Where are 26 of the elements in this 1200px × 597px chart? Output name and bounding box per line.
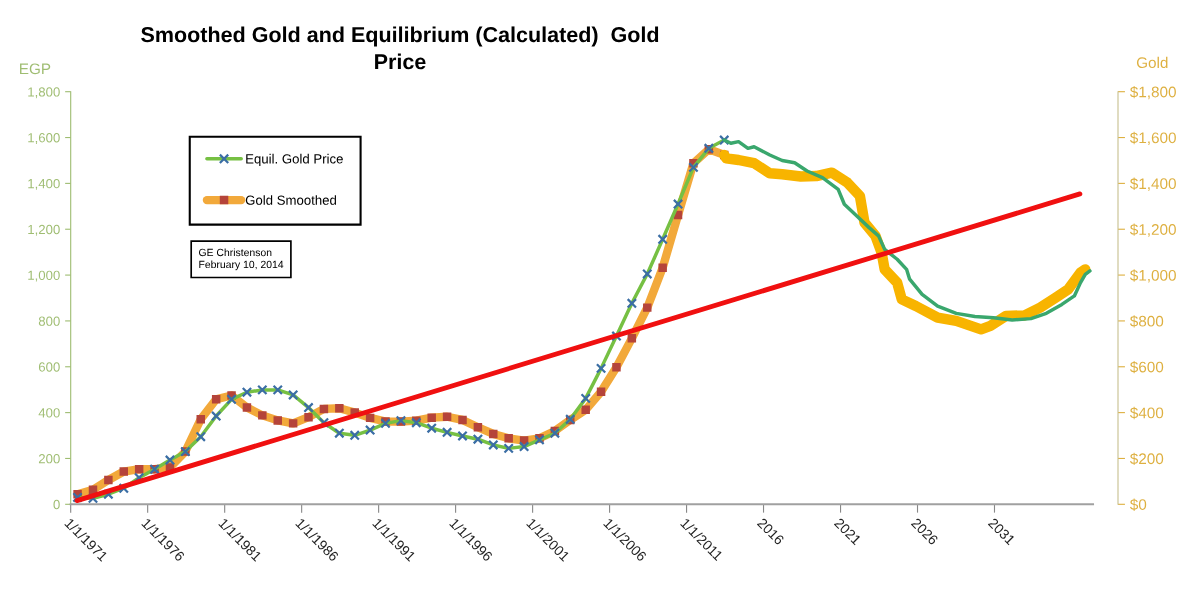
y2-tick-label: $600 <box>1129 360 1164 374</box>
y-tick-label: 600 <box>38 362 60 372</box>
y2-tick-label: $1,400 <box>1129 177 1176 191</box>
y2-tick-label: $1,600 <box>1129 131 1176 146</box>
y-tick-label: 800 <box>38 316 60 326</box>
annotation: GE Christenson February 10, 2014 <box>199 248 284 271</box>
y-tick-label: 1,800 <box>28 87 60 99</box>
y2-tick-label: $0 <box>1129 498 1147 511</box>
y-tick-label: 400 <box>38 408 60 418</box>
y2-tick-label: $1,800 <box>1129 85 1176 100</box>
y-tick-label: 1,000 <box>28 270 60 282</box>
y2-tick-label: $200 <box>1129 452 1164 466</box>
y2-tick-label: $1,200 <box>1129 223 1176 237</box>
y-tick-label: 0 <box>53 499 60 510</box>
y-tick-label: 1,400 <box>28 178 60 190</box>
y-tick-label: 1,200 <box>28 224 60 236</box>
y-axis-title: EGP <box>20 63 51 75</box>
y2-tick-label: $1,000 <box>1129 269 1176 283</box>
legend-label: Gold Smoothed <box>245 195 336 205</box>
y-tick-label: 1,600 <box>28 133 60 145</box>
chart-title: Smoothed Gold and Equilibrium (Calculated) Gold Price <box>141 26 659 70</box>
y-tick-label: 200 <box>38 454 60 464</box>
legend-label: Equil. Gold Price <box>246 153 343 167</box>
y2-tick-label: $400 <box>1129 406 1164 420</box>
y2-tick-label: $800 <box>1129 315 1164 328</box>
y2-axis-title: Gold <box>1136 56 1168 69</box>
